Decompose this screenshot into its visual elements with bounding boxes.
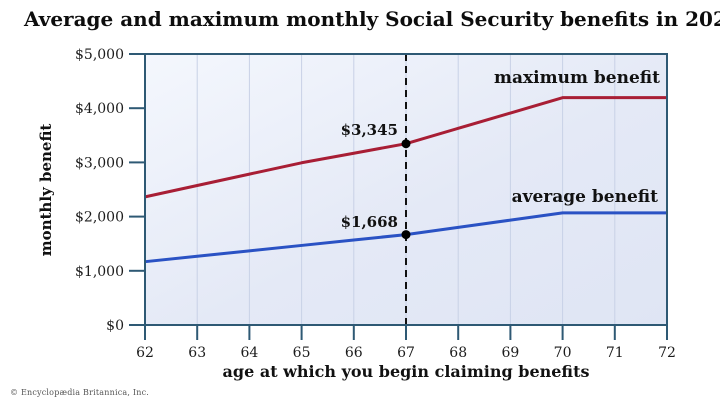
- x-tick-label-71: 71: [606, 345, 624, 361]
- series-label-average-benefit: average benefit: [511, 187, 658, 207]
- x-tick-label-70: 70: [554, 345, 572, 361]
- annotation-maximum-value: $3,345: [340, 121, 398, 139]
- x-axis-title: age at which you begin claiming benefits: [222, 362, 590, 381]
- series-label-maximum-benefit: maximum benefit: [494, 68, 660, 88]
- chart-title: Average and maximum monthly Social Secur…: [24, 7, 720, 31]
- y-tick-label-5000: $5,000: [75, 47, 124, 63]
- x-tick-label-62: 62: [136, 345, 154, 361]
- x-tick-label-72: 72: [658, 345, 676, 361]
- y-tick-label-3000: $3,000: [75, 155, 124, 171]
- x-tick-label-69: 69: [501, 345, 519, 361]
- x-tick-label-66: 66: [345, 345, 363, 361]
- copyright-notice: © Encyclopædia Britannica, Inc.: [10, 388, 150, 397]
- x-tick-label-65: 65: [293, 345, 311, 361]
- x-tick-label-63: 63: [188, 345, 206, 361]
- data-point-dot-average-benefit: [401, 230, 411, 240]
- y-tick-label-0: $0: [106, 318, 124, 334]
- y-tick-label-4000: $4,000: [75, 101, 124, 117]
- data-point-dot-maximum-benefit: [401, 139, 411, 149]
- x-tick-label-64: 64: [240, 345, 258, 361]
- x-tick-label-68: 68: [449, 345, 467, 361]
- y-tick-label-2000: $2,000: [75, 210, 124, 226]
- x-tick-label-67: 67: [397, 345, 415, 361]
- annotation-average-value: $1,668: [340, 213, 398, 231]
- y-tick-label-1000: $1,000: [75, 264, 124, 280]
- y-axis-title: monthly benefit: [37, 123, 55, 257]
